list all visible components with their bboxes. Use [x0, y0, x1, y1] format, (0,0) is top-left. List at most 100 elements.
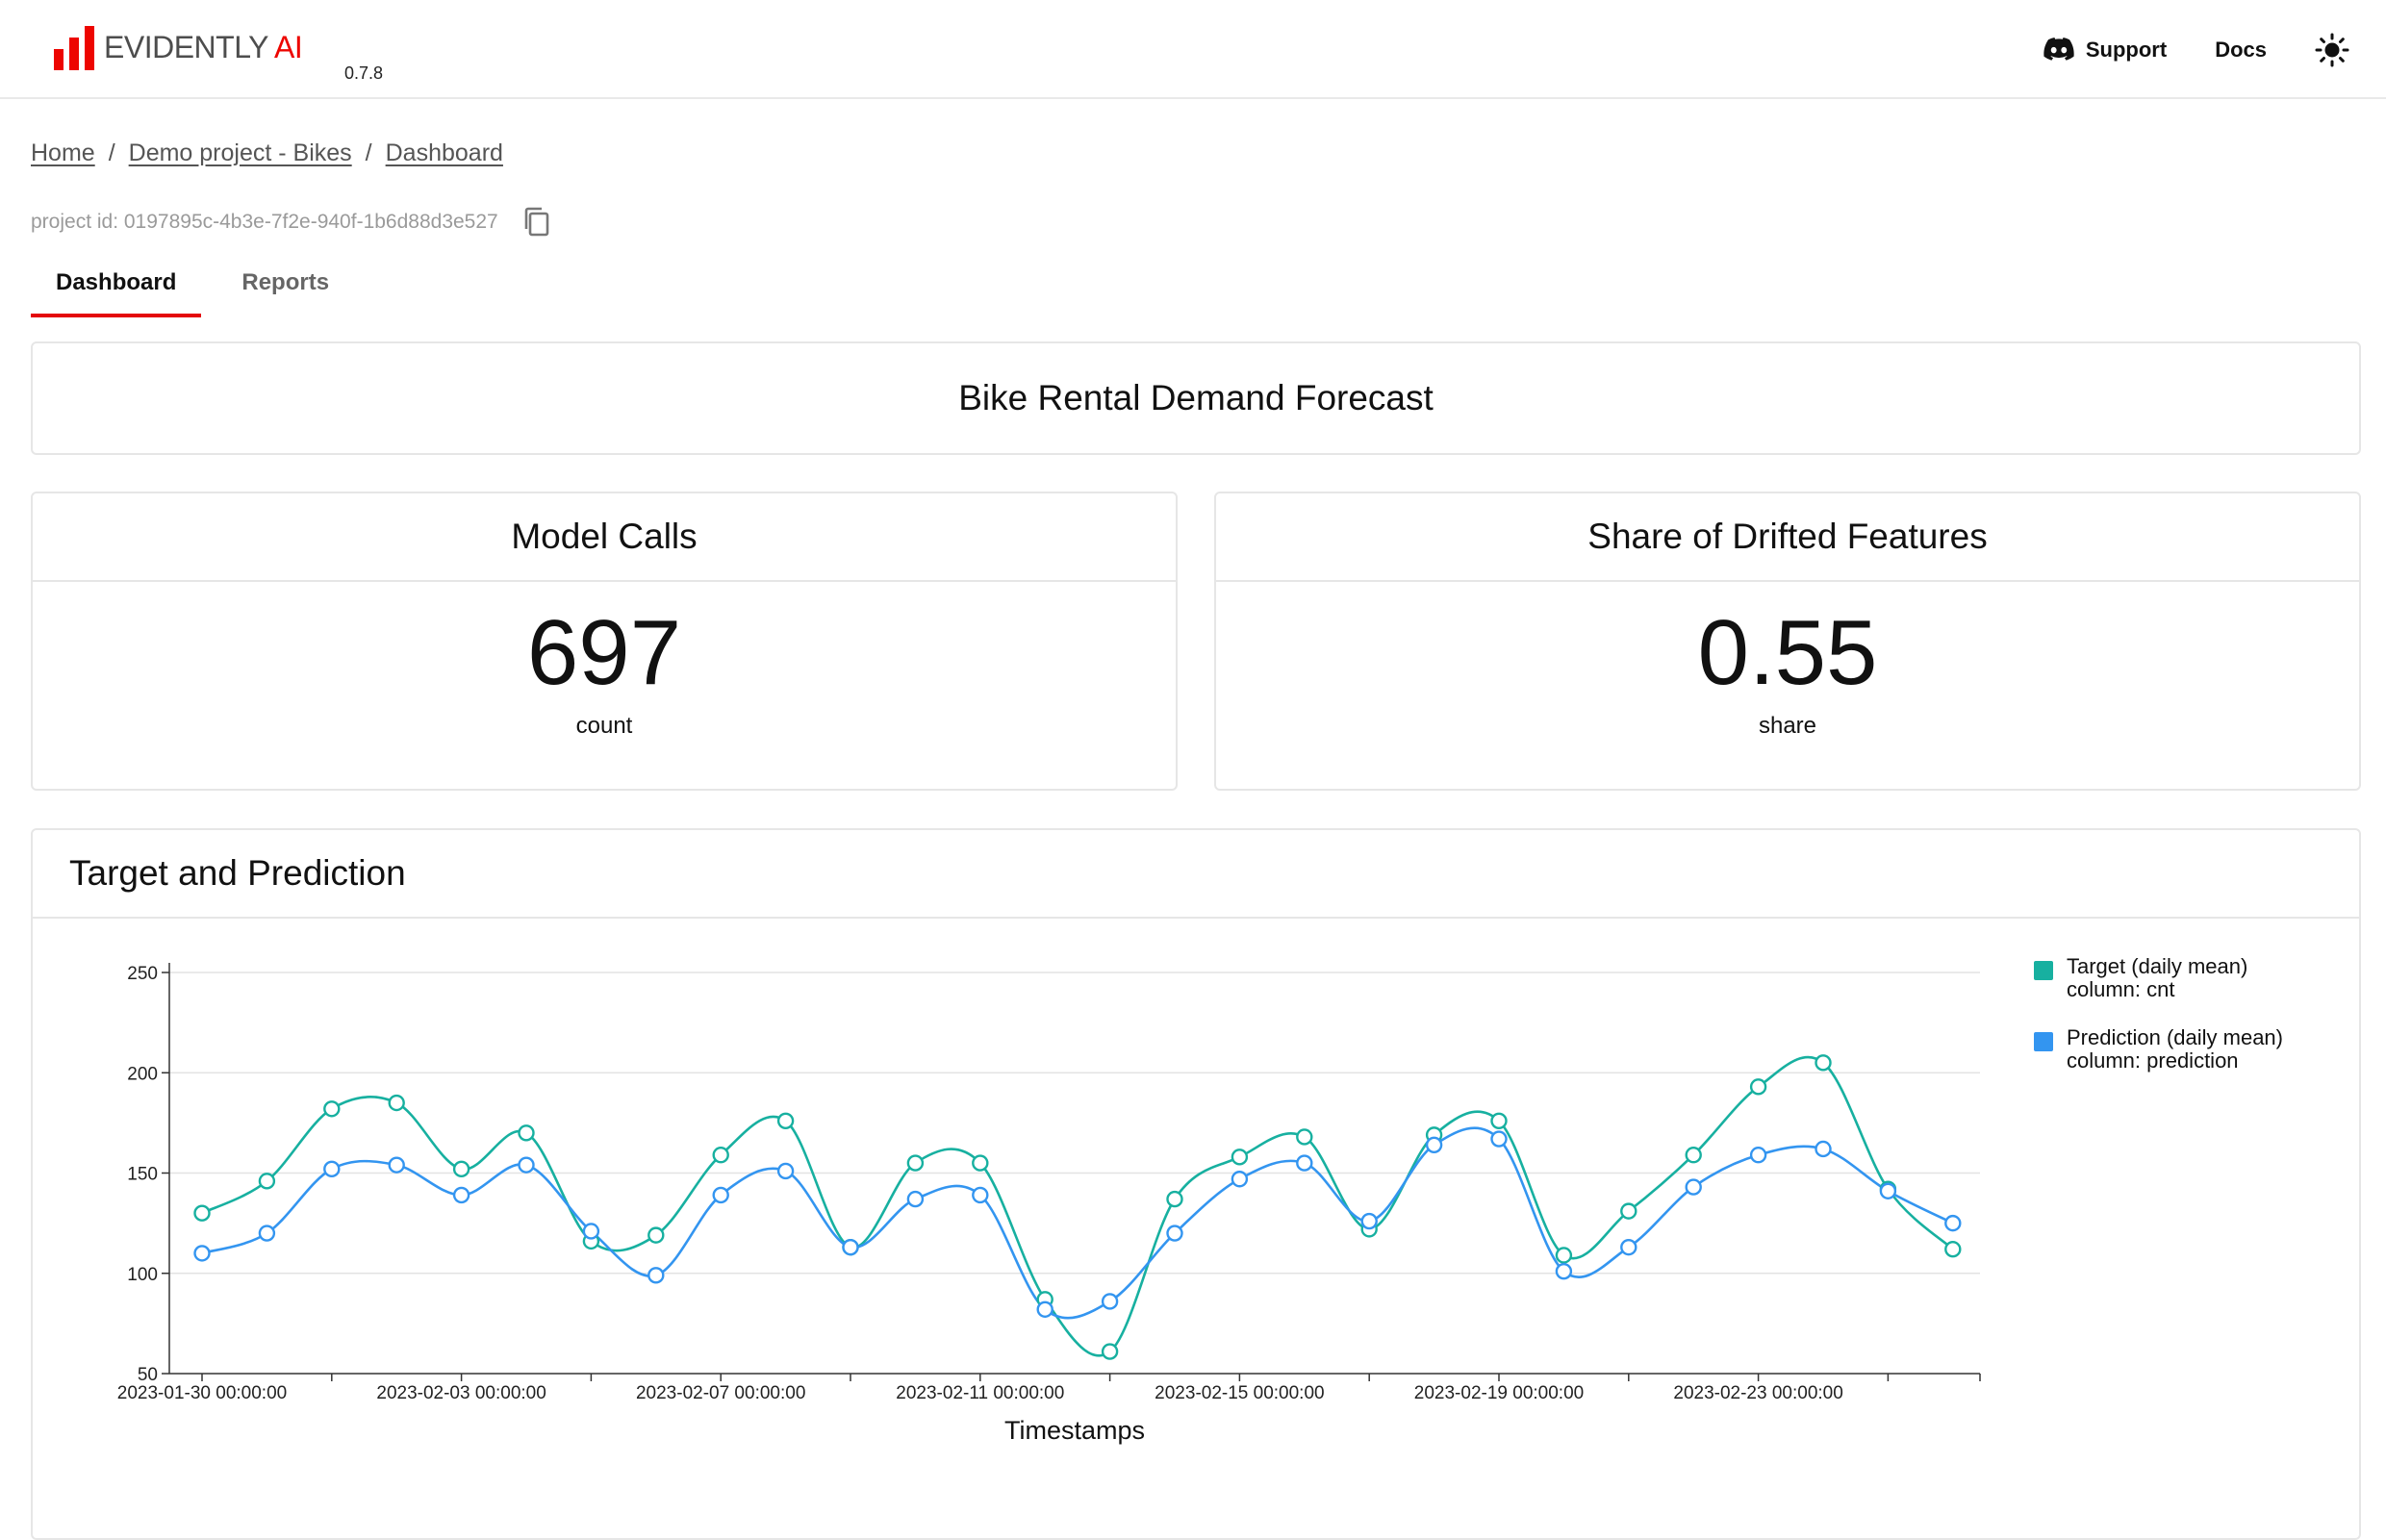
dashboard-title-panel: Bike Rental Demand Forecast — [31, 341, 2361, 455]
target-point — [1555, 1247, 1573, 1264]
prediction-point — [1555, 1262, 1573, 1280]
chart-legend: Target (daily mean) column: cnt Predicti… — [2034, 955, 2283, 1098]
tab-dashboard[interactable]: Dashboard — [31, 258, 202, 317]
x-tick-label: 2023-02-11 00:00:00 — [896, 1383, 1064, 1403]
prediction-point — [1231, 1171, 1249, 1188]
counter-title: Share of Drifted Features — [1216, 493, 2359, 582]
docs-link[interactable]: Docs — [2215, 37, 2267, 62]
y-tick-label: 100 — [127, 1265, 158, 1285]
counter-title: Model Calls — [33, 493, 1176, 582]
legend-swatch — [2034, 1032, 2053, 1051]
prediction-series-line — [201, 1126, 1954, 1320]
breadcrumb-project-link[interactable]: Demo project - Bikes — [128, 139, 352, 166]
support-link[interactable]: Support — [2043, 37, 2168, 63]
prediction-point — [1166, 1224, 1183, 1242]
breadcrumb-separator: / — [365, 139, 372, 166]
x-axis-label: Timestamps — [1004, 1416, 1145, 1445]
target-point — [323, 1100, 341, 1118]
target-point — [1101, 1343, 1119, 1360]
drifted-features-counter: Share of Drifted Features 0.55 share — [1214, 492, 2361, 791]
y-tick-label: 200 — [127, 1064, 158, 1084]
legend-item-prediction[interactable]: Prediction (daily mean) column: predicti… — [2034, 1026, 2283, 1073]
prediction-point — [388, 1156, 405, 1174]
target-point — [972, 1154, 989, 1172]
chart-panel-title: Target and Prediction — [33, 830, 2359, 919]
discord-icon — [2043, 37, 2074, 61]
counter-label: share — [1758, 713, 1817, 739]
evidently-logo[interactable]: EVIDENTLY AI — [54, 23, 303, 71]
tab-reports[interactable]: Reports — [241, 269, 330, 295]
target-point — [1490, 1112, 1508, 1129]
top-navigation-bar: EVIDENTLY AI 0.7.8 Support Docs — [0, 0, 2386, 99]
y-tick-label: 150 — [127, 1165, 158, 1185]
target-prediction-panel: Target and Prediction 50 100 150 200 250 2023… — [31, 828, 2361, 1540]
prediction-point — [1685, 1178, 1702, 1196]
target-prediction-chart: 50 100 150 200 250 2023-01-30 00:00:00 2023-02… — [117, 963, 1981, 1445]
target-point — [1296, 1128, 1313, 1146]
target-point — [388, 1094, 405, 1112]
logo-bars-icon — [54, 24, 94, 70]
prediction-point — [1360, 1212, 1378, 1230]
legend-sublabel: column: cnt — [2067, 977, 2175, 1001]
target-point — [1231, 1149, 1249, 1166]
target-point — [647, 1226, 665, 1244]
copy-icon[interactable] — [521, 206, 552, 239]
legend-sublabel: column: prediction — [2067, 1048, 2239, 1073]
counter-label: count — [575, 713, 633, 739]
prediction-point — [1815, 1140, 1832, 1158]
prediction-point — [1490, 1130, 1508, 1148]
prediction-point — [647, 1267, 665, 1284]
legend-label: Prediction (daily mean) — [2067, 1025, 2283, 1049]
prediction-point — [1036, 1300, 1053, 1318]
model-calls-counter: Model Calls 697 count — [31, 492, 1178, 791]
version-label: 0.7.8 — [344, 63, 384, 83]
breadcrumb-dashboard-link[interactable]: Dashboard — [385, 139, 503, 166]
target-point — [1620, 1202, 1637, 1220]
project-id-text: project id: 0197895c-4b3e-7f2e-940f-1b6d… — [31, 211, 498, 233]
prediction-point — [1879, 1182, 1897, 1199]
prediction-point — [842, 1238, 859, 1256]
target-point — [712, 1147, 729, 1164]
legend-item-target[interactable]: Target (daily mean) column: cnt — [2034, 955, 2283, 1001]
prediction-point — [1944, 1214, 1962, 1232]
breadcrumb: Home / Demo project - Bikes / Dashboard — [31, 139, 503, 167]
target-point — [1685, 1147, 1702, 1164]
prediction-point — [906, 1190, 925, 1208]
target-point — [258, 1173, 276, 1190]
logo-text: EVIDENTLY AI — [104, 29, 303, 64]
legend-swatch — [2034, 961, 2053, 980]
support-label: Support — [2085, 37, 2168, 62]
target-point — [193, 1204, 211, 1222]
prediction-point — [1296, 1154, 1313, 1172]
prediction-point — [518, 1156, 535, 1174]
prediction-point — [193, 1245, 211, 1262]
target-point — [776, 1112, 795, 1129]
theme-toggle-button[interactable] — [2313, 31, 2351, 69]
target-point — [1166, 1190, 1183, 1208]
prediction-point — [1749, 1147, 1767, 1164]
breadcrumb-home-link[interactable]: Home — [31, 139, 95, 166]
legend-label: Target (daily mean) — [2067, 954, 2248, 978]
dashboard-title: Bike Rental Demand Forecast — [958, 378, 1434, 417]
prediction-point — [712, 1186, 729, 1204]
x-tick-label: 2023-02-03 00:00:00 — [376, 1383, 546, 1403]
prediction-point — [776, 1162, 795, 1180]
target-point — [518, 1124, 535, 1142]
prediction-point — [1425, 1136, 1443, 1154]
x-tick-label: 2023-02-15 00:00:00 — [1155, 1383, 1324, 1403]
counter-value: 0.55 — [1697, 601, 1878, 704]
x-tick-label: 2023-02-19 00:00:00 — [1414, 1383, 1584, 1403]
prediction-point — [582, 1223, 600, 1240]
prediction-point — [1101, 1293, 1119, 1310]
prediction-point — [1620, 1238, 1637, 1256]
sun-icon — [2315, 33, 2349, 66]
y-tick-label: 50 — [138, 1365, 158, 1385]
prediction-point — [323, 1160, 341, 1178]
target-point — [1815, 1054, 1832, 1072]
target-series-line — [201, 1055, 1954, 1357]
prediction-point — [258, 1224, 276, 1242]
x-tick-label: 2023-02-23 00:00:00 — [1673, 1383, 1842, 1403]
project-id-row: project id: 0197895c-4b3e-7f2e-940f-1b6d… — [31, 206, 552, 239]
target-point — [452, 1160, 470, 1178]
prediction-point — [972, 1186, 989, 1204]
